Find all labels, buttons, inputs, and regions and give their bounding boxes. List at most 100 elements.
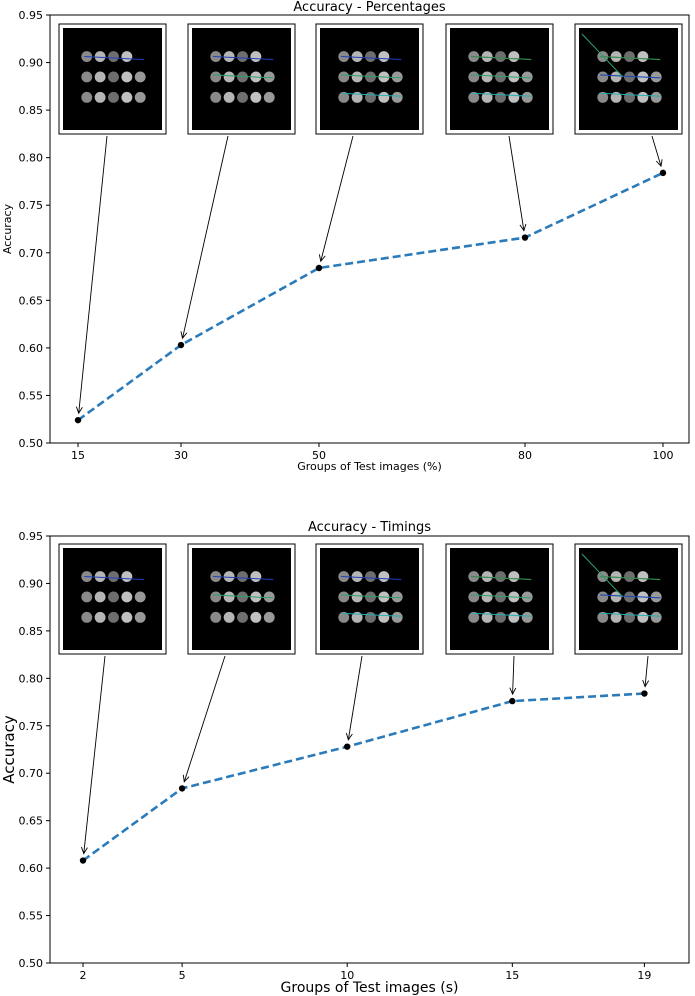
inset-image-1 <box>58 543 167 855</box>
inset-dot <box>121 571 133 583</box>
inset-dot <box>597 591 609 603</box>
inset-arrow-head <box>509 687 517 696</box>
y-tick-label: 0.75 <box>19 720 44 733</box>
inset-dot <box>81 91 93 103</box>
inset-dot <box>495 571 506 583</box>
inset-dot <box>81 71 93 83</box>
inset-dot <box>365 571 376 583</box>
inset-dot <box>610 71 622 83</box>
inset-dot <box>521 611 533 623</box>
inset-trace-line <box>213 74 274 79</box>
inset-dot <box>495 611 506 623</box>
inset-trace-line <box>341 612 402 617</box>
inset-arrow <box>320 135 354 262</box>
y-tick-label: 0.50 <box>19 437 44 450</box>
data-point <box>315 264 323 272</box>
inset-arrow <box>512 655 515 695</box>
x-tick-label: 100 <box>653 449 674 462</box>
chart-title: Accuracy - Timings <box>308 520 431 535</box>
inset-dot <box>391 591 403 603</box>
inset-trace-line <box>600 612 661 617</box>
x-tick-label: 15 <box>505 969 519 982</box>
inset-trace-line <box>471 576 532 581</box>
inset-arrow-head <box>75 406 83 415</box>
inset-dot <box>223 571 235 583</box>
inset-trace-line <box>341 92 402 97</box>
inset-trace-line <box>84 56 145 61</box>
chart-title: Accuracy - Percentages <box>293 0 445 15</box>
inset-dot <box>237 91 248 103</box>
y-tick-label: 0.70 <box>19 767 44 780</box>
inset-dot <box>624 611 635 623</box>
inset-dot <box>108 571 119 583</box>
inset-dot <box>210 71 222 83</box>
y-tick-label: 0.85 <box>19 104 44 117</box>
inset-dot <box>94 51 106 63</box>
inset-trace-line <box>600 74 661 79</box>
inset-image-2 <box>180 23 296 340</box>
inset-trace-line <box>84 576 145 581</box>
inset-dot <box>237 591 248 603</box>
series-line <box>82 692 645 862</box>
y-tick-label: 0.60 <box>19 342 44 355</box>
x-tick-label: 50 <box>312 449 326 462</box>
x-tick-label: 80 <box>518 449 532 462</box>
inset-dot <box>481 591 493 603</box>
y-tick-label: 0.80 <box>19 672 44 685</box>
inset-arrow <box>651 135 662 167</box>
inset-dot <box>223 611 235 623</box>
inset-dot <box>495 71 506 83</box>
y-tick-label: 0.70 <box>19 247 44 260</box>
inset-arrow <box>644 655 649 687</box>
inset-dot <box>365 51 376 63</box>
inset-dot <box>210 91 222 103</box>
y-tick-label: 0.65 <box>19 294 44 307</box>
inset-trace-line <box>600 92 661 97</box>
inset-dot <box>237 71 248 83</box>
x-axis-label: Groups of Test images (s) <box>281 980 459 996</box>
inset-dot <box>391 91 403 103</box>
inset-trace-line <box>471 612 532 617</box>
inset-dot <box>94 71 106 83</box>
data-point <box>641 690 648 697</box>
inset-dot <box>134 91 146 103</box>
inset-dot <box>624 591 635 603</box>
x-tick-label: 2 <box>80 969 87 982</box>
inset-dot <box>495 51 506 63</box>
inset-dot <box>521 91 533 103</box>
y-tick-label: 0.75 <box>19 199 44 212</box>
inset-dot <box>481 51 493 63</box>
y-axis-label: Accuracy <box>1 203 14 254</box>
y-tick-label: 0.50 <box>19 957 44 970</box>
inset-arrow <box>83 655 106 854</box>
series-line <box>77 171 664 422</box>
x-axis-label: Groups of Test images (%) <box>297 460 442 473</box>
data-point <box>177 341 185 349</box>
inset-dot <box>108 51 119 63</box>
chart-panel-2: Accuracy - Timings 0.50 0.55 0.60 0.65 0.70 0.… <box>0 520 690 996</box>
inset-dot <box>351 591 363 603</box>
inset-trace-line <box>471 74 532 79</box>
inset-dot <box>210 611 222 623</box>
inset-arrow-head <box>345 732 353 741</box>
y-tick-label: 0.85 <box>19 625 44 638</box>
inset-arrow <box>508 135 525 231</box>
x-tick-label: 10 <box>340 969 354 982</box>
inset-dot <box>481 71 493 83</box>
inset-dot <box>650 591 662 603</box>
inset-dot <box>365 611 376 623</box>
inset-dot <box>338 71 350 83</box>
x-tick-label: 15 <box>71 449 85 462</box>
inset-arrow <box>347 655 363 740</box>
inset-image-3 <box>315 543 424 741</box>
inset-dot <box>508 51 520 63</box>
inset-dot <box>624 51 635 63</box>
inset-arrow-head <box>655 159 663 168</box>
chart-panel-1: Accuracy - Percentages 0.50 0.55 0.60 0.65 0.… <box>1 0 690 473</box>
inset-dot <box>508 571 520 583</box>
inset-dot <box>624 71 635 83</box>
inset-dot <box>134 71 146 83</box>
inset-dot <box>263 71 275 83</box>
inset-dot <box>610 591 622 603</box>
